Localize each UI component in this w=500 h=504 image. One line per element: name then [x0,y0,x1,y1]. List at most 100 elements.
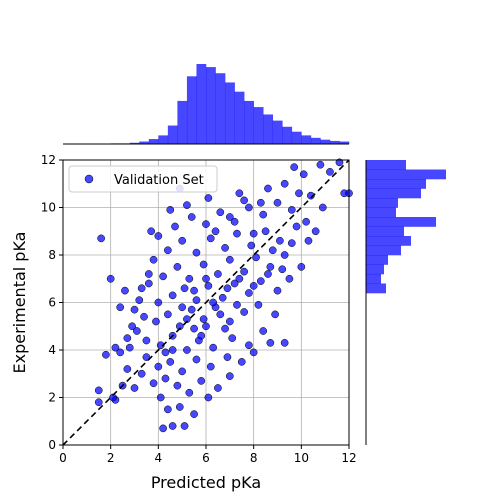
reference-line [62,159,350,446]
data-point [280,251,289,259]
data-point [302,217,310,226]
data-point [135,296,144,304]
data-point [221,244,229,252]
data-point [225,213,234,221]
data-point [295,189,303,198]
right-histogram [365,160,446,445]
data-point [245,341,253,350]
data-point [278,265,287,274]
histogram-bar [301,135,312,144]
histogram-bar [234,91,245,144]
data-point [240,196,248,205]
data-point [185,388,194,397]
data-point [280,339,289,347]
y-tick-label: 10 [41,201,56,215]
histogram-bar [196,64,207,144]
data-point [190,324,198,333]
y-axis-ticks: 0 2 4 6 8 10 12 [41,153,63,452]
data-point [230,279,239,288]
histogram-bar [186,76,197,144]
data-point [292,222,301,231]
data-point [199,260,208,269]
histogram-bar [366,283,386,294]
data-point [311,227,320,236]
data-point [109,393,117,402]
data-point [273,198,282,207]
data-point [149,379,158,388]
data-point [190,286,198,295]
data-point [223,284,232,293]
data-point [166,206,175,214]
histogram-bar [310,137,321,144]
data-point [111,343,120,352]
x-tick-label: 8 [250,451,258,465]
data-point [218,293,227,302]
data-point [192,248,201,257]
histogram-bar [158,135,169,144]
data-point [190,410,198,418]
data-point [149,255,158,264]
x-axis-ticks: 0 2 4 6 8 10 12 [59,445,357,465]
data-point [266,339,275,347]
data-point [168,422,177,430]
histogram-bar [139,141,150,144]
data-point [268,246,277,255]
data-point [204,194,213,202]
data-point [202,322,210,331]
data-point [154,232,163,240]
data-point [180,284,189,293]
data-point [164,405,172,414]
histogram-bar [366,274,381,284]
data-point [254,301,263,309]
data-point [280,179,289,188]
data-point [144,279,153,288]
data-point [316,160,325,169]
data-point [206,362,215,371]
histogram-bar [366,226,404,237]
data-point [245,203,253,212]
legend: Validation Set [68,165,218,193]
data-point [304,236,313,245]
data-point [204,282,213,290]
data-point [156,341,165,350]
data-point [233,229,241,238]
data-point [123,334,132,342]
x-tick-label: 0 [59,451,67,465]
data-point [247,241,256,250]
data-point [130,305,139,314]
data-point [225,255,234,264]
legend-label: Validation Set [114,173,204,188]
histogram-bar [366,160,406,170]
data-point [197,331,206,340]
y-tick-label: 12 [41,153,56,167]
data-point [168,291,177,300]
data-point [204,393,213,402]
top-histogram [63,64,350,145]
data-point [216,310,225,319]
histogram-bar [366,198,398,208]
data-point [245,289,253,297]
histogram-bar [167,125,178,144]
histogram-bar [366,179,426,189]
data-point [221,324,229,333]
data-point [94,386,103,395]
histogram-bar [263,114,274,144]
data-point [144,270,153,278]
y-tick-label: 0 [48,438,56,452]
data-point [261,227,270,236]
data-point [154,298,163,307]
data-point [259,327,268,335]
data-point [166,358,175,366]
data-point [180,422,189,430]
x-tick-label: 2 [107,451,115,465]
data-point [235,189,244,198]
data-point [240,308,248,316]
data-point [209,343,217,352]
data-point [287,239,296,247]
data-point [94,398,103,407]
data-point [335,158,344,167]
data-point [173,381,182,390]
legend-box [68,165,218,193]
data-point [233,301,241,309]
x-tick-label: 6 [202,451,210,465]
